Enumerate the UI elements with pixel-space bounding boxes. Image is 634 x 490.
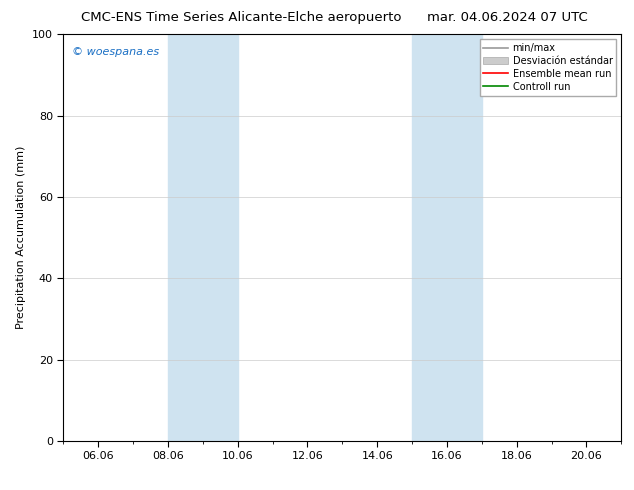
Text: © woespana.es: © woespana.es — [72, 47, 159, 56]
Text: mar. 04.06.2024 07 UTC: mar. 04.06.2024 07 UTC — [427, 11, 588, 24]
Legend: min/max, Desviación estándar, Ensemble mean run, Controll run: min/max, Desviación estándar, Ensemble m… — [479, 39, 616, 96]
Bar — [412, 34, 482, 441]
Bar — [168, 34, 238, 441]
Y-axis label: Precipitation Accumulation (mm): Precipitation Accumulation (mm) — [16, 146, 27, 329]
Text: CMC-ENS Time Series Alicante-Elche aeropuerto: CMC-ENS Time Series Alicante-Elche aerop… — [81, 11, 401, 24]
